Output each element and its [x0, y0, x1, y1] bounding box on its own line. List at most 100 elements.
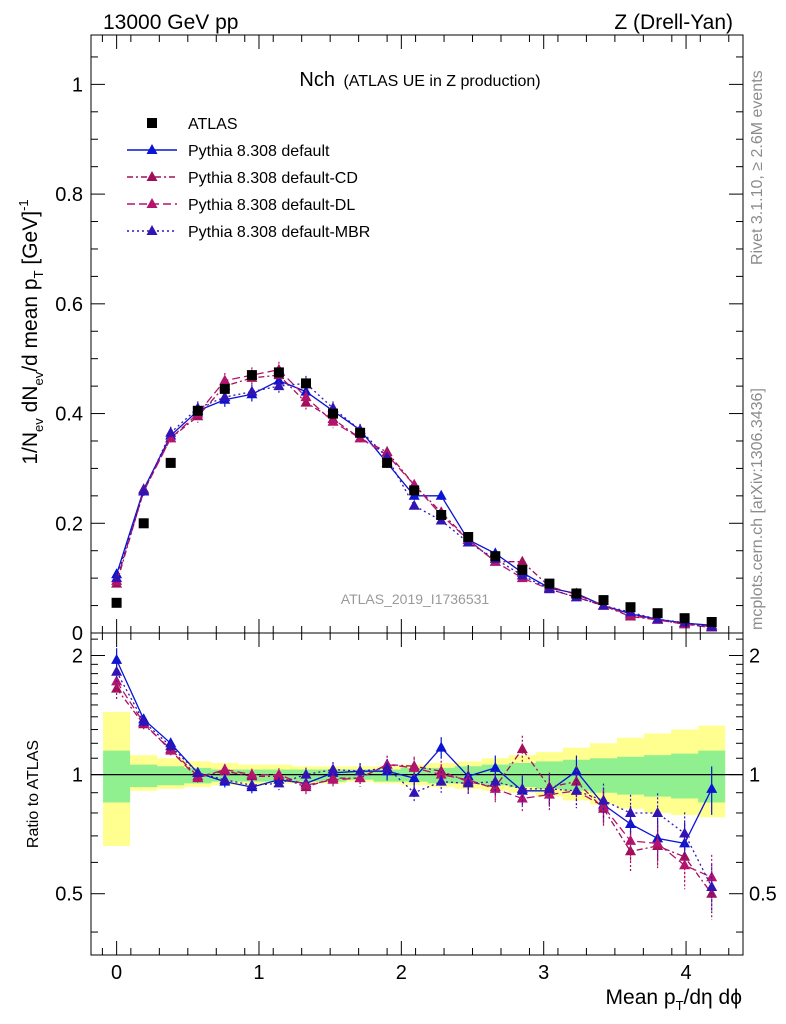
ratio-point-mbr [273, 777, 285, 788]
main-ytick-label: 0.6 [55, 294, 83, 316]
ratio-point-dl [489, 782, 501, 793]
ratio-point-dl [679, 859, 691, 870]
point-atlas [436, 510, 447, 520]
ratio-point-mbr [435, 775, 447, 786]
ratio-line-cd [116, 688, 713, 895]
ratio-point-cd [679, 850, 691, 861]
process-label: Z (Drell-Yan) [614, 11, 733, 34]
ratio-point-dl [327, 773, 339, 784]
ratio-point-mbr [354, 765, 366, 776]
ratio-point-dl [435, 768, 447, 779]
ratio-point-default [706, 782, 718, 793]
legend-label-default: Pythia 8.308 default [188, 143, 330, 160]
point-cd [300, 396, 312, 407]
ratio-plot-area [91, 648, 743, 920]
point-atlas [192, 405, 203, 416]
ratio-point-dl [246, 768, 258, 779]
main-ytick-label: 0.4 [55, 404, 83, 426]
legend-marker-mbr [146, 225, 158, 235]
ratio-point-mbr [246, 779, 258, 790]
main-axis: 0 0.2 0.4 0.6 0.8 1 [55, 35, 743, 645]
point-mbr [165, 426, 177, 437]
watermark: ATLAS_2019_I1736531 [341, 591, 490, 607]
point-dl [300, 391, 312, 402]
point-atlas [463, 532, 474, 542]
point-mbr [273, 380, 285, 391]
ratio-point-mbr [625, 807, 636, 817]
ratio-point-dl [652, 837, 664, 848]
ratio-axis: 0 1 2 3 4 0.5 0.5 1 1 2 2 [55, 633, 777, 984]
legend: ATLAS Pythia 8.308 default Pythia 8.308 … [127, 116, 370, 241]
ratio-point-mbr [570, 784, 582, 795]
point-atlas [246, 370, 257, 381]
x-tick-label: 1 [253, 962, 264, 984]
point-atlas [355, 427, 366, 438]
energy-label: 13000 GeV pp [103, 11, 238, 34]
point-atlas [138, 518, 149, 529]
legend-marker-dl [146, 198, 158, 208]
ratio-point-mbr [543, 782, 555, 793]
y-axis-label: 1/Nev dNev/d mean pT [GeV]-1 [16, 199, 46, 464]
ratio-point-mbr [408, 786, 420, 797]
ratio-point-mbr [327, 763, 339, 774]
plot-title-main: Nch [299, 69, 335, 91]
point-atlas [301, 378, 311, 389]
point-mbr [652, 613, 664, 624]
series-line-dl [115, 368, 712, 629]
ratio-point-mbr [300, 768, 312, 779]
ratio-point-mbr [462, 777, 474, 788]
ratio-point-mbr [381, 761, 393, 772]
ratio-frame [90, 632, 744, 956]
series-line-mbr [115, 382, 712, 628]
point-atlas [571, 588, 582, 599]
ratio-point-dl [354, 772, 366, 783]
ratio-point-dl [300, 779, 312, 790]
legend-marker-atlas [147, 118, 157, 128]
point-mbr [408, 499, 420, 510]
point-mbr [246, 385, 258, 396]
point-default [435, 489, 447, 500]
point-atlas [409, 485, 420, 496]
point-atlas [517, 564, 528, 575]
legend-label-cd: Pythia 8.308 default-CD [188, 170, 358, 187]
legend-marker-cd [146, 171, 158, 181]
ratio-point-mbr [165, 740, 177, 751]
ratio-point-mbr [652, 807, 664, 817]
ratio-point-dl [598, 800, 609, 811]
ratio-point-cd [625, 845, 636, 856]
ratio-ytick-label-right: 1 [749, 765, 760, 787]
ratio-point-dl [543, 788, 555, 799]
point-atlas [679, 613, 690, 624]
rivet-version-label: Rivet 3.1.10, ≥ 2.6M events [749, 70, 766, 265]
point-atlas [165, 457, 176, 468]
point-atlas [544, 578, 555, 589]
main-ytick-label: 0.8 [55, 184, 83, 206]
legend-label-dl: Pythia 8.308 default-DL [188, 197, 355, 214]
point-atlas [490, 551, 501, 562]
x-tick-label: 0 [111, 962, 122, 984]
point-atlas [706, 617, 717, 627]
main-ytick-label: 1 [72, 74, 83, 96]
ratio-point-mbr [192, 766, 204, 777]
ratio-ytick-label-left: 1 [72, 765, 83, 787]
ratio-point-dl [219, 763, 231, 774]
main-plot-area [111, 361, 718, 632]
ratio-point-mbr [706, 881, 718, 891]
ratio-point-mbr [219, 773, 231, 784]
x-tick-label: 3 [538, 962, 549, 984]
ratio-point-default [111, 653, 123, 664]
point-cd [516, 555, 528, 566]
ratio-ytick-label-left: 2 [72, 646, 83, 668]
ratio-point-mbr [489, 775, 501, 786]
ratio-ytick-label-right: 0.5 [749, 884, 777, 906]
ratio-point-mbr [598, 794, 609, 805]
ratio-point-dl [625, 834, 636, 845]
ratio-point-dl [706, 871, 718, 882]
legend-marker-default [146, 144, 158, 154]
point-atlas [273, 367, 284, 378]
point-atlas [328, 408, 338, 419]
x-tick-label: 4 [680, 962, 691, 984]
ratio-point-dl [273, 768, 285, 779]
ratio-point-cd [516, 743, 528, 754]
